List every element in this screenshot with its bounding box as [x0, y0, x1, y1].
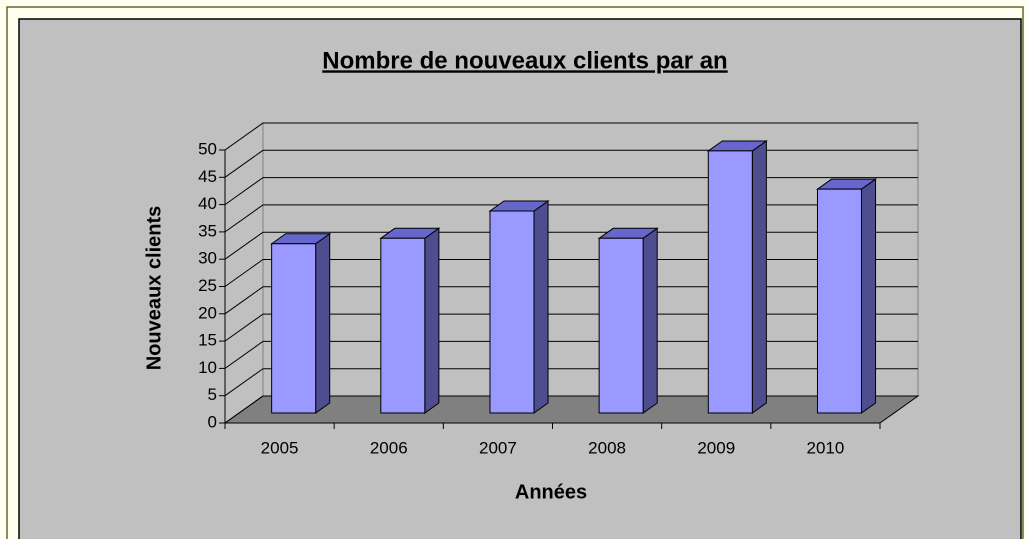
bar-side — [424, 227, 440, 414]
x-tick-label: 2008 — [588, 438, 626, 457]
grid-line — [224, 313, 918, 342]
grid-line — [224, 259, 918, 287]
grid-line — [224, 395, 918, 424]
bar-front — [489, 210, 535, 414]
bar — [379, 227, 441, 414]
y-tick-label: 5 — [208, 385, 217, 404]
y-tick-label: 0 — [208, 412, 217, 431]
bar — [488, 200, 550, 414]
y-tick-label: 35 — [198, 221, 217, 240]
bar-front — [271, 243, 317, 414]
y-tick-label: 45 — [198, 167, 217, 186]
grid-line — [224, 340, 918, 369]
y-tick-label: 10 — [198, 358, 217, 377]
bar-side — [533, 200, 549, 414]
x-tick-label: 2010 — [807, 438, 845, 457]
x-tick-label: 2007 — [479, 438, 517, 457]
y-tick-label: 50 — [198, 139, 217, 158]
bar-side — [315, 232, 331, 414]
x-axis-title: Années — [515, 481, 587, 503]
bar — [706, 139, 768, 414]
grid-line — [224, 177, 918, 206]
y-tick-label: 30 — [198, 249, 217, 268]
bar-front — [707, 150, 753, 414]
bar-front — [598, 237, 644, 414]
outer-frame — [6, 6, 1024, 544]
grid-line — [224, 368, 918, 397]
grid-line — [224, 122, 918, 151]
bar-side — [642, 227, 658, 414]
bar-side — [751, 139, 767, 414]
grid-line — [224, 231, 918, 260]
grid-line — [224, 204, 918, 233]
grid-line — [224, 286, 918, 315]
grid-line — [224, 149, 918, 178]
bar — [270, 232, 332, 414]
y-axis-title: Nouveaux clients — [143, 206, 165, 371]
y-tick-label: 15 — [198, 331, 217, 350]
bar-side — [860, 178, 877, 414]
x-tick-label: 2006 — [370, 438, 408, 457]
bar — [815, 178, 878, 414]
x-tick-label: 2005 — [261, 438, 299, 457]
x-tick-label: 2009 — [697, 438, 735, 457]
bar — [597, 227, 659, 414]
y-tick-label: 40 — [198, 194, 217, 213]
y-tick-label: 25 — [198, 276, 217, 295]
bar-front — [380, 237, 426, 414]
chart-title: Nombre de nouveaux clients par an — [322, 47, 727, 74]
bar-front — [816, 188, 862, 414]
y-tick-label: 20 — [198, 303, 217, 322]
